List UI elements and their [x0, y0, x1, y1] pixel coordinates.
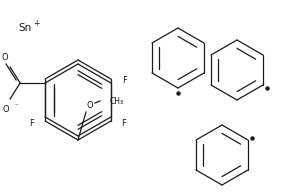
- Text: ⁻: ⁻: [14, 103, 18, 109]
- Text: O: O: [3, 106, 9, 114]
- Text: Sn: Sn: [18, 23, 31, 33]
- Text: F: F: [123, 76, 127, 85]
- Text: CH₃: CH₃: [110, 96, 124, 106]
- Text: O: O: [87, 101, 93, 109]
- Text: F: F: [121, 119, 126, 128]
- Text: +: +: [33, 19, 39, 29]
- Text: F: F: [29, 119, 33, 128]
- Text: O: O: [2, 52, 8, 62]
